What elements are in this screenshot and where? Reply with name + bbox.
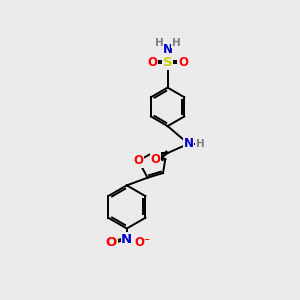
Text: O: O <box>106 236 117 249</box>
Text: O: O <box>134 154 143 167</box>
Text: H: H <box>155 38 164 48</box>
Text: O⁻: O⁻ <box>134 236 150 249</box>
Text: H: H <box>196 139 204 149</box>
Text: H: H <box>172 38 181 48</box>
Text: +: + <box>127 231 134 240</box>
Text: N: N <box>183 137 194 150</box>
Text: O: O <box>178 56 188 69</box>
Text: N: N <box>163 43 172 56</box>
Text: N: N <box>121 233 132 246</box>
Text: O: O <box>150 153 160 166</box>
Text: S: S <box>163 56 172 69</box>
Text: O: O <box>147 56 157 69</box>
